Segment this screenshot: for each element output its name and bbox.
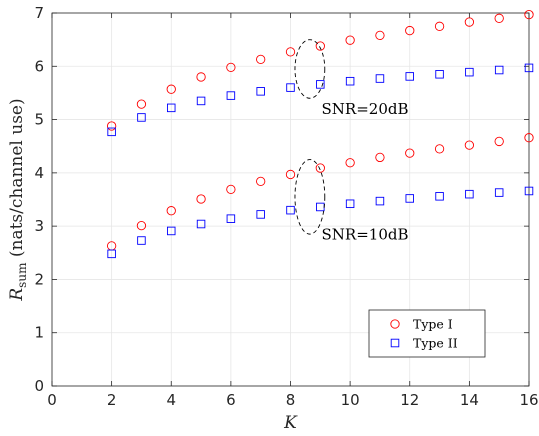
data-point-circle	[256, 176, 266, 187]
data-point-square	[465, 189, 474, 199]
data-point-square	[286, 83, 295, 92]
data-point-square	[256, 87, 265, 96]
legend-box	[368, 309, 486, 358]
data-point-circle	[226, 62, 236, 73]
data-point-circle	[524, 9, 534, 20]
data-point-circle	[464, 17, 475, 27]
data-point-square	[524, 186, 534, 196]
data-point-circle	[405, 148, 415, 158]
data-point-square	[375, 74, 385, 83]
data-points	[106, 9, 534, 259]
data-point-square	[524, 63, 534, 73]
data-point-square	[286, 205, 295, 215]
data-point-square	[226, 91, 236, 100]
annotation-label: SNR=10dB	[322, 225, 409, 243]
data-point-circle	[345, 158, 355, 168]
x-tick-label: 2	[107, 391, 117, 409]
data-point-circle	[226, 184, 236, 195]
legend: Type I Type II	[368, 309, 486, 358]
y-axis-label-sub: sum	[15, 262, 29, 288]
data-point-circle	[464, 140, 475, 150]
annotation-ellipse	[294, 159, 326, 235]
data-point-square	[405, 194, 415, 203]
data-point-square	[166, 103, 176, 113]
data-point-square	[226, 214, 236, 223]
data-point-circle	[434, 144, 445, 154]
data-point-square	[107, 127, 116, 137]
data-point-circle	[196, 194, 206, 204]
series-0	[106, 9, 534, 131]
data-point-square	[137, 113, 146, 122]
legend-label: Type II	[413, 336, 458, 351]
x-tick-label: 16	[519, 391, 538, 409]
data-point-circle	[405, 25, 415, 36]
data-point-square	[435, 192, 444, 201]
data-point-square	[375, 196, 385, 206]
data-point-square	[465, 67, 474, 77]
data-point-square	[137, 236, 146, 245]
x-tick-label: 6	[226, 391, 236, 409]
data-point-square	[316, 80, 325, 89]
y-tick-label: 4	[34, 164, 44, 182]
annotations: SNR=20dB SNR=10dB	[294, 39, 409, 243]
x-tick-label: 14	[460, 391, 479, 409]
legend-marker-circle	[390, 319, 400, 329]
y-tick-label: 1	[34, 324, 44, 342]
data-point-circle	[434, 21, 445, 31]
y-tick-label: 7	[34, 4, 44, 22]
data-point-circle	[315, 41, 325, 51]
x-tick-label: 12	[400, 391, 419, 409]
y-tick-label: 5	[34, 111, 44, 129]
data-point-circle	[494, 13, 504, 23]
data-point-square	[345, 76, 355, 86]
data-point-circle	[375, 30, 385, 41]
data-point-square	[107, 249, 116, 259]
annotation-ellipse	[294, 39, 326, 99]
y-axis-label: Rsum (nats/channel use)	[7, 98, 29, 301]
data-point-circle	[285, 47, 296, 57]
y-axis-label-rest: (nats/channel use)	[7, 98, 27, 262]
series-1	[107, 63, 534, 137]
data-point-circle	[166, 206, 176, 216]
x-axis-label: K	[283, 413, 298, 433]
data-point-square	[405, 72, 415, 81]
y-tick-label: 3	[34, 217, 44, 235]
x-tick-label: 4	[166, 391, 176, 409]
data-point-circle	[345, 35, 355, 45]
data-point-square	[196, 219, 206, 229]
data-point-circle	[256, 54, 266, 65]
y-tick-label: 2	[34, 270, 44, 288]
data-point-square	[494, 188, 504, 197]
data-point-circle	[285, 169, 296, 180]
data-point-circle	[524, 133, 534, 143]
legend-marker-square	[390, 338, 400, 348]
series-3	[107, 186, 534, 259]
data-point-circle	[106, 121, 117, 131]
data-point-square	[256, 210, 265, 219]
data-point-square	[494, 65, 504, 75]
data-point-circle	[166, 84, 176, 94]
x-tick-label: 10	[341, 391, 360, 409]
data-point-circle	[196, 72, 206, 82]
y-tick-label: 6	[34, 57, 44, 75]
data-point-square	[435, 70, 444, 79]
x-tick-label: 0	[47, 391, 57, 409]
data-point-circle	[136, 220, 147, 231]
data-point-square	[196, 96, 206, 106]
y-axis-label-main: R	[7, 288, 27, 302]
annotation-label: SNR=20dB	[322, 100, 409, 118]
y-tick-label: 0	[34, 377, 44, 395]
data-point-circle	[375, 152, 385, 163]
legend-label: Type I	[413, 317, 453, 332]
data-point-circle	[494, 136, 504, 147]
data-point-square	[345, 199, 355, 209]
data-point-circle	[315, 163, 325, 173]
data-point-circle	[136, 99, 147, 109]
data-point-square	[166, 226, 176, 236]
x-tick-label: 8	[286, 391, 296, 409]
